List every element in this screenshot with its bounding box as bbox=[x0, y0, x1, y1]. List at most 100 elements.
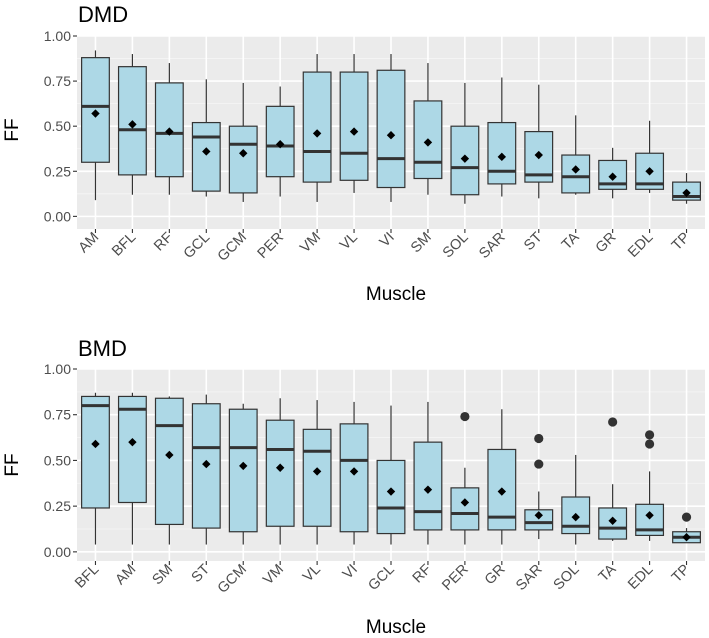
dmd-category-label-sm: SM bbox=[408, 230, 435, 257]
bmd-box-rf bbox=[413, 401, 443, 545]
dmd-iqr-box-ta bbox=[561, 154, 591, 194]
dmd-mean-marker-tp bbox=[682, 188, 691, 198]
dmd-iqr-box-vm bbox=[302, 71, 332, 183]
dmd-category-label-gcm: GCM bbox=[215, 230, 250, 265]
bmd-mean-marker-tp bbox=[682, 533, 691, 542]
bmd-mean-marker-edl bbox=[645, 511, 654, 520]
bmd-category-label-bfl: BFL bbox=[72, 562, 102, 592]
bmd-mean-marker-rf bbox=[423, 485, 433, 494]
bmd-iqr-box-gcl bbox=[376, 459, 406, 535]
dmd-iqr-box-vi bbox=[376, 69, 406, 189]
dmd-iqr-box-gcm bbox=[228, 125, 258, 194]
dmd-category-label-tp: TP bbox=[669, 230, 693, 254]
dmd-mean-marker-per bbox=[275, 140, 285, 149]
dmd-box-am bbox=[81, 50, 110, 201]
bmd-category-label-edl: EDL bbox=[625, 562, 656, 593]
dmd-box-edl bbox=[635, 120, 665, 193]
bmd-mean-marker-ta bbox=[608, 516, 617, 525]
dmd-category-label-vl: VL bbox=[337, 230, 361, 254]
bmd-y-tick-label: 0.00 bbox=[44, 544, 71, 560]
dmd-box-vl bbox=[339, 54, 369, 193]
bmd-box-am bbox=[117, 392, 147, 545]
dmd-y-tick-label: 0.75 bbox=[44, 73, 71, 89]
bmd-y-tick-label: 1.00 bbox=[44, 361, 71, 377]
dmd-box-st bbox=[524, 84, 554, 199]
bmd-box-vm bbox=[265, 398, 295, 545]
bmd-box-bfl bbox=[81, 392, 110, 545]
dmd-box-vi bbox=[376, 54, 406, 202]
dmd-iqr-box-vl bbox=[339, 71, 369, 181]
bmd-iqr-box-vm bbox=[265, 419, 295, 527]
dmd-mean-marker-vi bbox=[386, 131, 396, 140]
bmd-category-label-st: ST bbox=[189, 561, 214, 586]
bmd-box-vi bbox=[339, 401, 369, 545]
bmd-box-sol bbox=[561, 454, 591, 545]
dmd-box-vm bbox=[302, 54, 332, 202]
bmd-iqr-box-bfl bbox=[81, 395, 110, 509]
dmd-category-label-vi: VI bbox=[377, 230, 398, 251]
bmd-panel: BMD FF Muscle 0.00 0.25 0.50 0.75 1.00 BFL AM S… bbox=[2, 336, 705, 638]
bmd-box-st bbox=[191, 394, 221, 545]
bmd-category-label-ta: TA bbox=[596, 561, 620, 585]
bmd-mean-marker-gcl bbox=[386, 487, 396, 496]
bmd-outlier-edl bbox=[644, 439, 655, 449]
dmd-box-sm bbox=[413, 63, 443, 195]
bmd-box-sm bbox=[154, 396, 184, 545]
bmd-iqr-box-vl bbox=[302, 428, 332, 527]
bmd-mean-marker-per bbox=[460, 498, 470, 507]
dmd-y-tick-label: 0.25 bbox=[44, 163, 71, 179]
dmd-mean-marker-sm bbox=[423, 138, 433, 147]
bmd-box-edl bbox=[635, 430, 665, 541]
dmd-mean-marker-rf bbox=[165, 127, 174, 136]
bmd-mean-marker-sol bbox=[571, 512, 580, 522]
bmd-mean-marker-vm bbox=[275, 463, 285, 472]
bmd-category-label-vl: VL bbox=[300, 562, 324, 586]
dmd-mean-marker-sar bbox=[497, 152, 507, 162]
bmd-box-gr bbox=[487, 409, 517, 545]
dmd-y-tick-label: 0.00 bbox=[44, 208, 71, 224]
bmd-outlier-sar bbox=[534, 459, 544, 469]
dmd-panel: DMD FF Muscle 0.00 0.25 0.50 0.75 1.00 AM BFL R… bbox=[2, 2, 705, 305]
dmd-mean-marker-sol bbox=[460, 154, 470, 163]
bmd-category-label-rf: RF bbox=[410, 561, 435, 586]
dmd-category-label-st: ST bbox=[521, 229, 546, 254]
bmd-mean-marker-vl bbox=[312, 467, 322, 476]
bmd-category-label-vm: VM bbox=[260, 562, 287, 589]
bmd-category-label-sm: SM bbox=[149, 562, 176, 589]
bmd-iqr-box-per bbox=[450, 487, 480, 531]
bmd-category-label-tp: TP bbox=[669, 562, 693, 586]
bmd-mean-marker-gcm bbox=[239, 461, 248, 471]
dmd-y-tick-label: 1.00 bbox=[44, 28, 71, 44]
bmd-y-tick-label: 0.75 bbox=[44, 407, 71, 423]
dmd-category-label-gr: GR bbox=[593, 230, 620, 257]
dmd-category-label-am: AM bbox=[76, 230, 103, 257]
dmd-box-rf bbox=[154, 63, 184, 195]
bmd-x-axis-title: Muscle bbox=[366, 617, 426, 638]
bmd-y-tick-label: 0.25 bbox=[44, 498, 71, 514]
bmd-outlier-edl bbox=[644, 430, 655, 440]
bmd-box-gcm bbox=[228, 403, 258, 545]
dmd-box-tp bbox=[672, 173, 701, 204]
bmd-box-per bbox=[450, 411, 480, 545]
dmd-box-gr bbox=[598, 147, 628, 199]
dmd-mean-marker-bfl bbox=[128, 120, 137, 129]
dmd-category-label-vm: VM bbox=[297, 230, 324, 257]
dmd-category-label-sol: SOL bbox=[440, 230, 472, 262]
dmd-box-gcm bbox=[228, 82, 258, 202]
bmd-panel-title: BMD bbox=[78, 336, 127, 361]
bmd-category-label-sol: SOL bbox=[551, 562, 583, 594]
bmd-mean-marker-sm bbox=[165, 450, 174, 460]
bmd-outlier-sar bbox=[534, 433, 544, 444]
bmd-box-ta bbox=[598, 417, 628, 541]
dmd-category-label-rf: RF bbox=[151, 229, 176, 254]
bmd-mean-marker-bfl bbox=[91, 439, 100, 449]
dmd-iqr-box-gcl bbox=[191, 121, 221, 192]
dmd-category-label-per: PER bbox=[255, 230, 287, 262]
dmd-category-label-edl: EDL bbox=[625, 230, 656, 261]
bmd-category-label-gcm: GCM bbox=[215, 562, 250, 597]
dmd-mean-marker-edl bbox=[645, 167, 654, 176]
bmd-category-label-am: AM bbox=[113, 562, 140, 589]
dmd-mean-marker-st bbox=[534, 150, 543, 160]
bmd-box-vl bbox=[302, 400, 332, 545]
